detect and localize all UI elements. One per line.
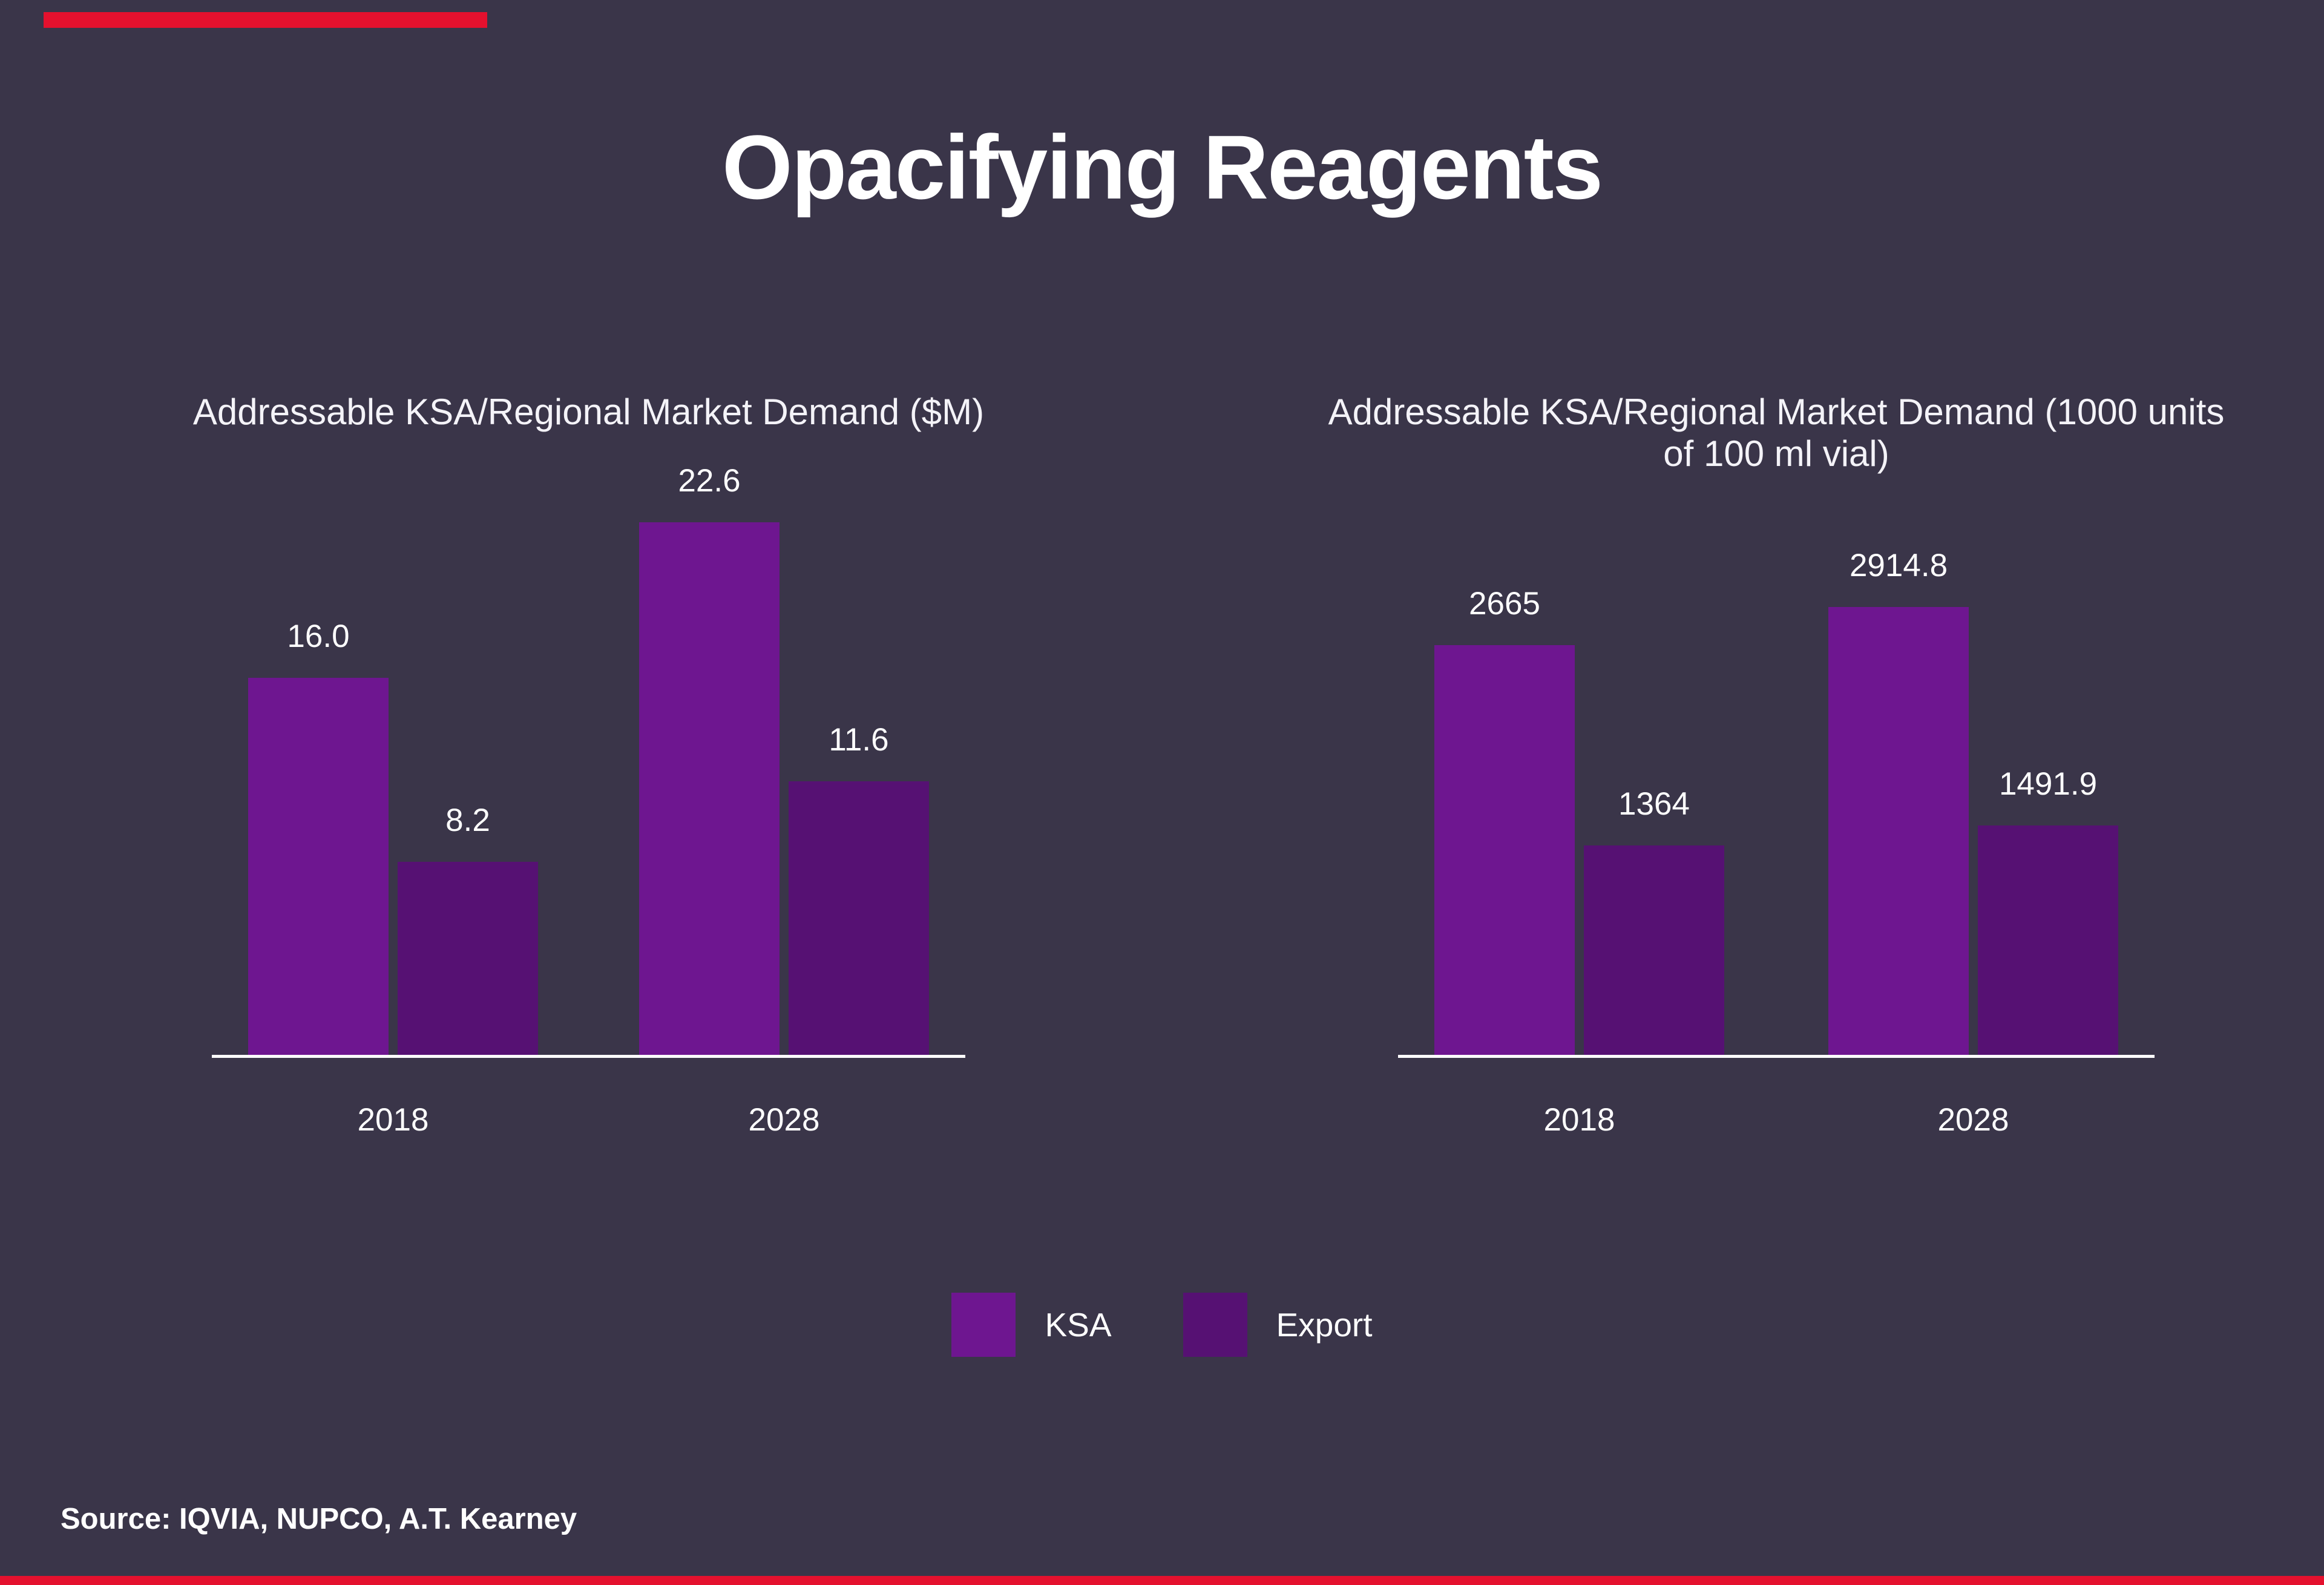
legend: KSA Export: [0, 1293, 2324, 1357]
bar-group-2018: 16.0 8.2: [248, 618, 538, 1055]
legend-item-ksa: KSA: [951, 1293, 1112, 1357]
bottom-red-accent-bar: [0, 1576, 2324, 1585]
bar-export-2018: [398, 862, 538, 1055]
x-axis-label-2028: 2028: [1937, 1102, 2009, 1138]
chart-market-demand-dollars: Addressable KSA/Regional Market Demand (…: [193, 381, 984, 1229]
bar-value-label: 2665: [1469, 586, 1540, 622]
bar-value-label: 8.2: [445, 802, 490, 838]
x-axis-label-2028: 2028: [748, 1102, 820, 1138]
legend-item-export: Export: [1183, 1293, 1373, 1357]
bar-group-2028: 2914.8 1491.9: [1828, 547, 2118, 1055]
bar-export-2028: [789, 781, 929, 1055]
legend-label-export: Export: [1276, 1306, 1373, 1344]
bar-value-label: 11.6: [829, 722, 889, 758]
bar-ksa-2018: [1434, 645, 1575, 1055]
bar-export-2028: [1978, 825, 2118, 1055]
bar-unit-ksa-2028: 22.6: [639, 462, 780, 1055]
chart-title: Addressable KSA/Regional Market Demand (…: [192, 392, 985, 432]
bar-ksa-2028: [1828, 607, 1969, 1055]
bar-value-label: 22.6: [678, 463, 741, 499]
bar-unit-export-2028: 11.6: [789, 721, 929, 1055]
chart-market-demand-units: Addressable KSA/Regional Market Demand (…: [1328, 381, 2225, 1229]
bar-group-2028: 22.6 11.6: [639, 462, 929, 1055]
legend-swatch-ksa: [951, 1293, 1016, 1357]
bar-ksa-2028: [639, 522, 780, 1055]
bar-unit-ksa-2028: 2914.8: [1828, 547, 1969, 1055]
chart-title: Addressable KSA/Regional Market Demand (…: [1328, 392, 2225, 474]
bar-export-2018: [1584, 845, 1724, 1055]
x-axis-labels: 2018 2028: [212, 1101, 965, 1138]
bar-value-label: 1364: [1618, 786, 1690, 822]
bar-value-label: 1491.9: [1998, 766, 2098, 802]
bar-value-label: 2914.8: [1849, 548, 1948, 583]
legend-label-ksa: KSA: [1045, 1306, 1112, 1344]
x-axis-labels: 2018 2028: [1398, 1101, 2155, 1138]
bar-unit-export-2018: 1364: [1584, 786, 1724, 1055]
plot-area: 16.0 8.2 22.6 11.6: [212, 463, 965, 1058]
bar-value-label: 16.0: [287, 619, 350, 654]
legend-swatch-export: [1183, 1293, 1247, 1357]
x-axis-label-2018: 2018: [1543, 1102, 1615, 1138]
bar-ksa-2018: [248, 678, 389, 1055]
bar-group-2018: 2665 1364: [1434, 585, 1724, 1055]
plot-area: 2665 1364 2914.8 1491.9: [1398, 507, 2155, 1058]
bar-unit-ksa-2018: 2665: [1434, 585, 1575, 1055]
top-red-accent-bar: [44, 12, 487, 28]
x-axis-label-2018: 2018: [357, 1102, 429, 1138]
bar-unit-export-2018: 8.2: [398, 802, 538, 1055]
page-title: Opacifying Reagents: [721, 116, 1603, 218]
bar-unit-export-2028: 1491.9: [1978, 766, 2118, 1055]
bar-unit-ksa-2018: 16.0: [248, 618, 389, 1055]
source-note: Source: IQVIA, NUPCO, A.T. Kearney: [61, 1503, 577, 1535]
